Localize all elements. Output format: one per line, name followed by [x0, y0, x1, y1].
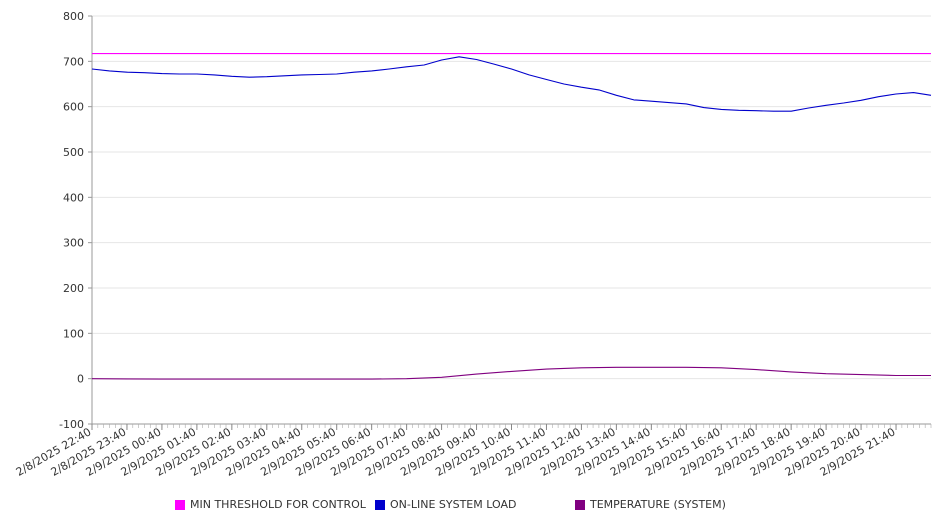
y-tick-label: 200 [63, 282, 84, 295]
legend-swatch [175, 499, 185, 510]
y-tick-label: 300 [63, 237, 84, 250]
legend-label: ON-LINE SYSTEM LOAD [390, 498, 517, 511]
series-line-2 [91, 56, 932, 112]
y-tick-label: 500 [63, 146, 84, 159]
y-tick-label: 600 [63, 101, 84, 114]
y-tick-label: 400 [63, 191, 84, 204]
y-tick-label: -100 [59, 418, 84, 431]
series-line-3 [91, 366, 931, 380]
y-tick-label: 700 [63, 55, 84, 68]
legend-swatch [575, 499, 585, 510]
y-tick-label: 800 [63, 10, 84, 23]
legend-item: ON-LINE SYSTEM LOAD [375, 498, 516, 511]
chart-legend: MIN THRESHOLD FOR CONTROL ON-LINE SYSTEM … [0, 498, 946, 514]
legend-swatch [375, 499, 385, 510]
legend-label: MIN THRESHOLD FOR CONTROL [190, 498, 366, 511]
y-tick-label: 100 [63, 327, 84, 340]
legend-item: MIN THRESHOLD FOR CONTROL [175, 498, 366, 511]
legend-item: TEMPERATURE (SYSTEM) [575, 498, 726, 511]
legend-label: TEMPERATURE (SYSTEM) [590, 498, 726, 511]
y-tick-label: 0 [77, 373, 84, 386]
